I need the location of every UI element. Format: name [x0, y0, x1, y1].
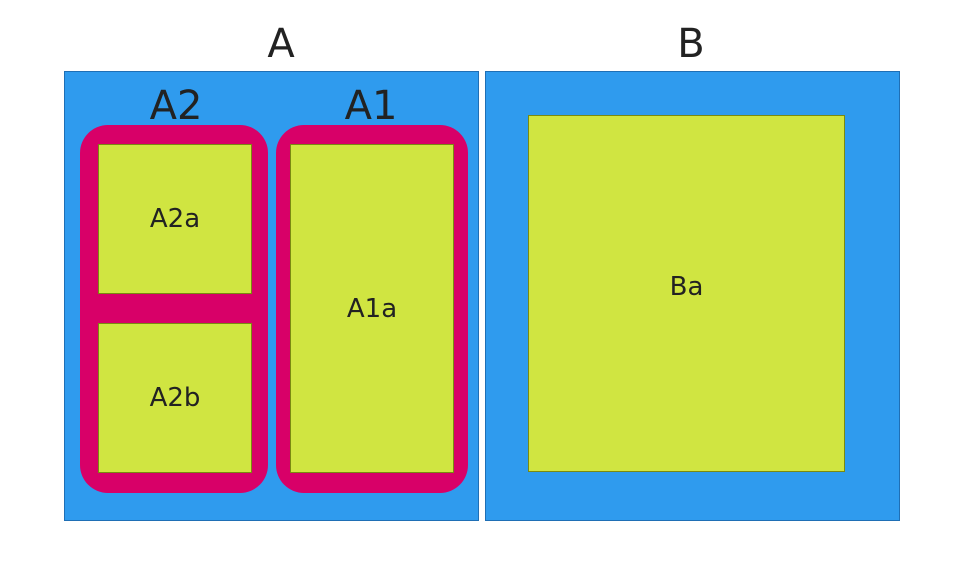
group-a1-label: A1 — [344, 83, 398, 129]
box-ba: Ba — [528, 115, 845, 472]
group-a2-label: A2 — [149, 83, 203, 129]
box-a2a: A2a — [98, 144, 252, 294]
panel-a-title: A — [267, 21, 295, 67]
box-a2b: A2b — [98, 323, 252, 473]
box-a1a: A1a — [290, 144, 454, 473]
panel-b-title: B — [677, 21, 705, 67]
